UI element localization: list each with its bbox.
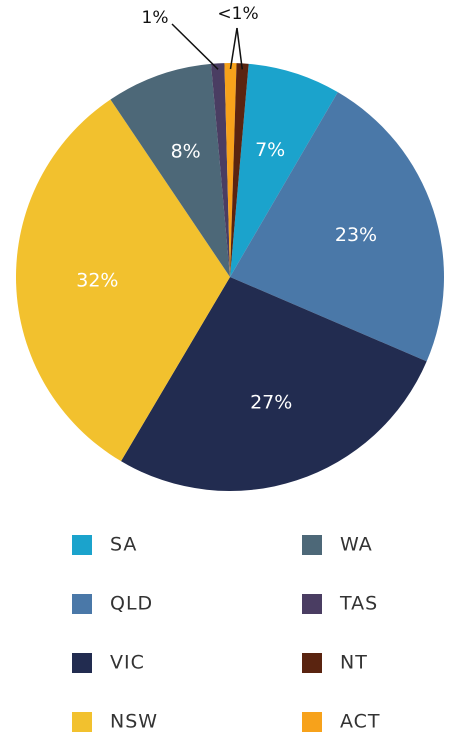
slice-label: 1% xyxy=(142,8,169,28)
legend-label: ACT xyxy=(340,711,381,733)
legend-swatch xyxy=(302,653,322,673)
pie-slice xyxy=(224,62,237,278)
legend-label: VIC xyxy=(110,652,145,674)
slice-label: 23% xyxy=(335,224,377,246)
legend-swatch xyxy=(302,535,322,555)
legend-swatch xyxy=(302,712,322,732)
pie-slice xyxy=(15,99,230,462)
slice-label: 27% xyxy=(250,392,292,414)
slice-label: 32% xyxy=(76,269,118,291)
pie-slice xyxy=(210,63,230,277)
slice-label: 7% xyxy=(255,139,285,161)
pie-slice xyxy=(230,63,249,277)
leader-line xyxy=(236,27,243,70)
legend-label: NT xyxy=(340,652,368,674)
legend-label: NSW xyxy=(110,711,158,733)
legend-swatch xyxy=(302,594,322,614)
pie-slice xyxy=(121,277,427,491)
pie-slice xyxy=(230,92,444,362)
leader-line xyxy=(229,27,238,70)
legend-label: WA xyxy=(340,534,373,556)
pie-slice xyxy=(110,63,230,278)
leader-line xyxy=(171,23,219,70)
legend-label: TAS xyxy=(339,593,378,615)
legend-swatch xyxy=(72,712,92,732)
pie-slice xyxy=(230,63,338,278)
legend-label: QLD xyxy=(110,593,153,615)
legend-swatch xyxy=(72,594,92,614)
slice-label: <1% xyxy=(217,4,258,24)
slice-label: 8% xyxy=(171,140,201,162)
legend-swatch xyxy=(72,653,92,673)
legend-label: SA xyxy=(110,534,137,556)
legend-swatch xyxy=(72,535,92,555)
